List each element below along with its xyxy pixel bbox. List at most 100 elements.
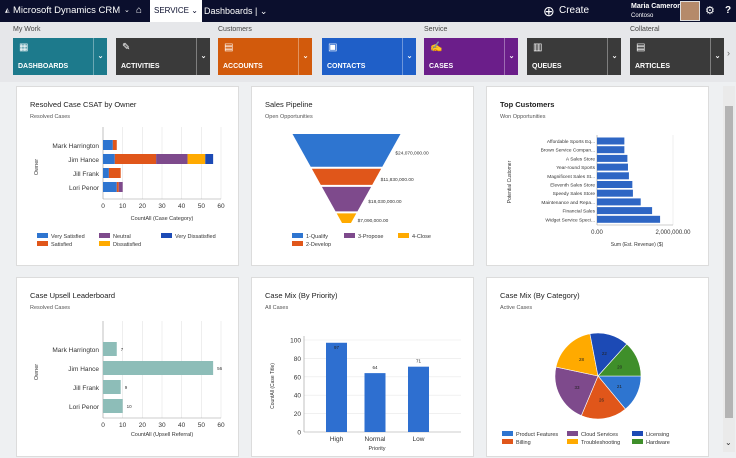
tile-contacts[interactable]: ▣ CONTACTS ⌄ (322, 38, 416, 75)
bar-segment (118, 182, 123, 192)
avatar[interactable] (680, 1, 700, 21)
chart-title: Sales Pipeline (265, 100, 313, 109)
tile-icon: ▤ (636, 42, 646, 53)
tile-dropdown[interactable]: ⌄ (607, 38, 621, 75)
tile-cases[interactable]: ✍ CASES ⌄ (424, 38, 518, 75)
scrollbar[interactable]: ⌄ (723, 86, 735, 452)
top-customers-card: Top Customers Won Opportunities 0.00 2,00… (486, 86, 709, 266)
data-label: $24,070,000.00 (395, 150, 429, 156)
user-name[interactable]: Maria Cameron (631, 3, 682, 10)
data-label: 20 (617, 364, 623, 369)
bar-segment (108, 168, 121, 178)
category-label: Mark Harrington (52, 347, 99, 354)
x-tick-label: 0 (101, 203, 105, 210)
create-icon[interactable]: ⊕ (543, 3, 555, 19)
bar-segment (156, 154, 188, 164)
tile-dropdown[interactable]: ⌄ (196, 38, 210, 75)
legend-swatch (567, 439, 578, 444)
gear-icon[interactable]: ⚙ (705, 5, 715, 17)
home-icon[interactable]: ⌂ (136, 5, 143, 16)
x-tick-label: 20 (139, 422, 147, 429)
legend-swatch (502, 439, 513, 444)
bar (597, 172, 629, 180)
legend-label: 4-Close (412, 234, 431, 240)
app-title[interactable]: Microsoft Dynamics CRM (13, 5, 121, 16)
create-button[interactable]: Create (559, 5, 590, 16)
bar-segment (114, 154, 157, 164)
pie-slice (580, 375, 626, 420)
group-customers: Customers (218, 26, 252, 33)
data-label: 9 (125, 385, 128, 390)
tile-dropdown[interactable]: ⌄ (710, 38, 724, 75)
user-org: Contoso (631, 13, 654, 19)
logo-icon: ◭ (5, 8, 10, 14)
tile-icon: ▣ (328, 42, 338, 53)
group-service: Service (424, 26, 448, 33)
legend-swatch (37, 241, 48, 246)
chart-subtitle: Active Cases (500, 305, 533, 311)
x-axis-label: CountAll (Case Category) (131, 216, 194, 222)
chevron-down-icon[interactable]: ⌄ (124, 7, 130, 14)
chevron-down-icon[interactable]: ⌄ (725, 438, 732, 447)
category-label: Maintenance and Repa... (541, 200, 595, 206)
funnel-segment (311, 168, 382, 185)
data-label: 21 (617, 384, 623, 389)
pie-slice (554, 366, 599, 417)
area-selector[interactable]: SERVICE ⌄ (150, 0, 202, 22)
legend-swatch (99, 241, 110, 246)
legend-label: Troubleshooting (581, 440, 620, 446)
legend-label: Licensing (646, 432, 669, 438)
bar-segment (103, 182, 117, 192)
nav-tiles: My Work Customers Service Collateral ▦ DA… (0, 22, 736, 82)
category-label: Low (413, 436, 425, 443)
priority-chart: 0 20 40 60 80 100 97 High 64 Normal 71 Low Priority C… (270, 336, 461, 452)
scrollbar-thumb[interactable] (725, 106, 733, 418)
bar (408, 366, 429, 432)
page-selector[interactable]: Dashboards | ⌄ (204, 6, 268, 16)
chevron-right-icon[interactable]: › (727, 48, 730, 58)
funnel-segment (336, 213, 357, 223)
chart-subtitle: Resolved Cases (30, 114, 71, 120)
legend-label: Cloud Services (581, 432, 618, 438)
category-label: Lori Penor (69, 185, 100, 192)
tile-activities[interactable]: ✎ ACTIVITIES ⌄ (116, 38, 210, 75)
tile-accounts[interactable]: ▤ ACCOUNTS ⌄ (218, 38, 312, 75)
tile-dropdown[interactable]: ⌄ (298, 38, 312, 75)
bar (597, 189, 633, 197)
data-label: 10 (127, 404, 133, 409)
y-tick-label: 20 (294, 411, 302, 418)
chart-title: Case Upsell Leaderboard (30, 291, 116, 300)
legend-swatch (99, 233, 110, 238)
help-icon[interactable]: ? (725, 5, 732, 16)
category-chart: 21 26 33 28 22 20 Product Features Cloud Servic… (502, 332, 670, 446)
tile-label: ARTICLES (635, 63, 670, 70)
tile-icon: ▤ (224, 42, 234, 53)
bar (103, 361, 214, 375)
data-label: 97 (334, 345, 340, 350)
data-label: 22 (602, 351, 608, 356)
data-label: 33 (575, 385, 581, 390)
tile-dropdown[interactable]: ⌄ (402, 38, 416, 75)
tile-articles[interactable]: ▤ ARTICLES ⌄ (630, 38, 724, 75)
bar (597, 198, 641, 206)
legend-swatch (567, 431, 578, 436)
tile-dropdown[interactable]: ⌄ (504, 38, 518, 75)
bar-segment (103, 154, 115, 164)
funnel-segment (321, 186, 372, 212)
legend-label: 3-Propose (358, 234, 383, 240)
x-axis-label: Priority (368, 446, 385, 452)
tile-label: ACCOUNTS (223, 63, 263, 70)
x-tick-label: 10 (119, 203, 127, 210)
bar-segment (205, 154, 214, 164)
x-tick-label: 30 (158, 422, 166, 429)
tile-label: CASES (429, 63, 454, 70)
x-tick-label: 30 (158, 203, 166, 210)
y-axis-label: Owner (34, 159, 40, 175)
tile-queues[interactable]: ▥ QUEUES ⌄ (527, 38, 621, 75)
tile-dashboards[interactable]: ▦ DASHBOARDS ⌄ (13, 38, 107, 75)
tile-dropdown[interactable]: ⌄ (93, 38, 107, 75)
legend-swatch (344, 233, 355, 238)
upsell-chart: 0 10 20 30 40 50 60 Mark Harrington 7 Jim Hance 56… (34, 321, 225, 438)
category-label: Widget Service Speci... (545, 217, 595, 223)
tile-icon: ▦ (19, 42, 29, 53)
